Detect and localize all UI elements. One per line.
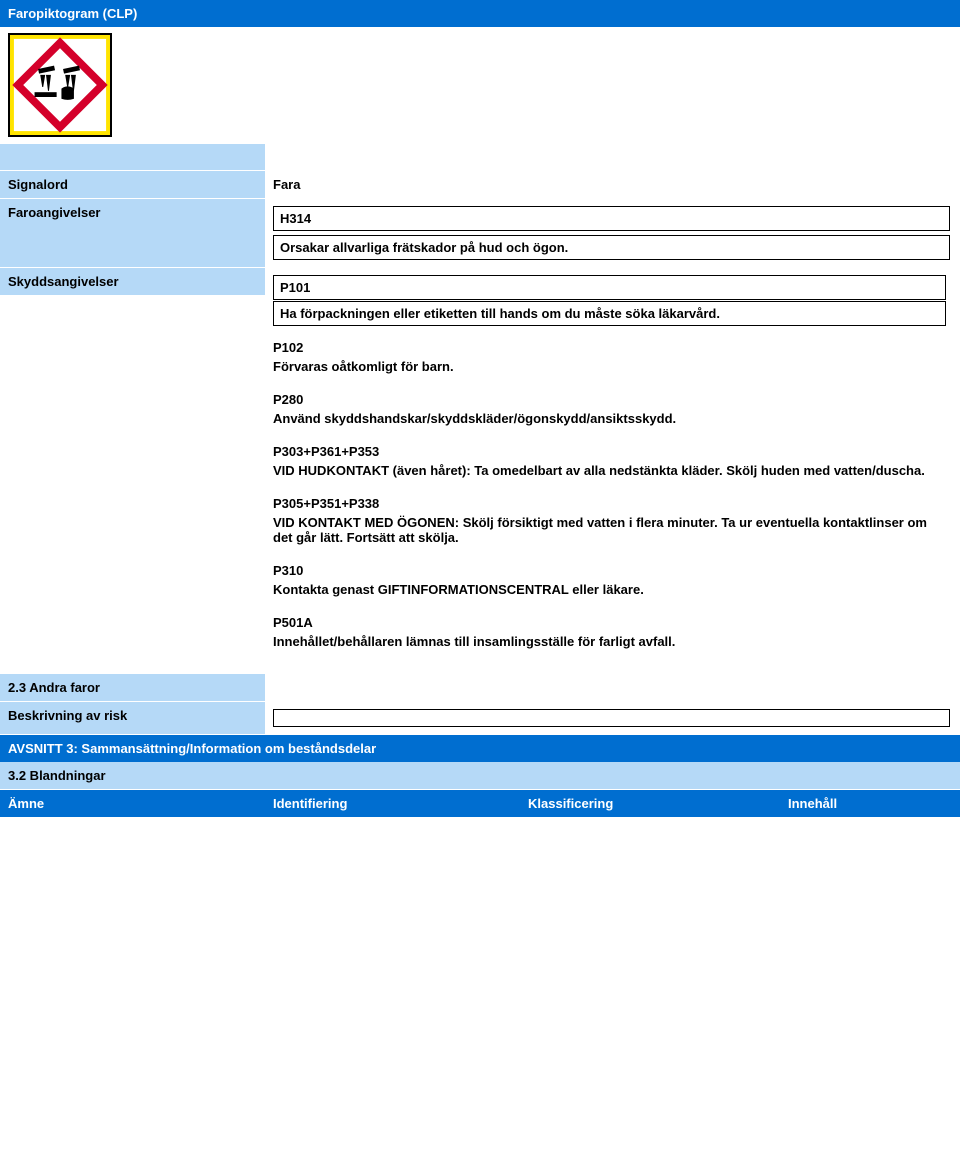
- blandningar-label: 3.2 Blandningar: [0, 762, 960, 789]
- skyddsangivelser-row: Skyddsangivelser P101Ha förpackningen el…: [0, 268, 960, 674]
- faroangivelser-value: H314 Orsakar allvarliga frätskador på hu…: [265, 199, 960, 267]
- p-statement-block: P303+P361+P353 VID HUDKONTAKT (även håret…: [273, 444, 948, 478]
- andra-faror-row: 2.3 Andra faror: [0, 674, 960, 702]
- p-code: P280: [273, 392, 948, 407]
- p-code: P305+P351+P338: [273, 496, 948, 511]
- h-code: H314: [273, 206, 950, 231]
- pictogram-row: [0, 27, 960, 144]
- p-statement-block: P501A Innehållet/behållaren lämnas till i…: [273, 615, 948, 649]
- beskrivning-row: Beskrivning av risk: [0, 702, 960, 735]
- th-innehall: Innehåll: [780, 790, 960, 817]
- p-statement-block: P102 Förvaras oåtkomligt för barn.: [273, 340, 948, 374]
- faroangivelser-row: Faroangivelser H314 Orsakar allvarliga f…: [0, 199, 960, 268]
- p-text: Innehållet/behållaren lämnas till insaml…: [273, 634, 948, 649]
- beskrivning-label: Beskrivning av risk: [0, 702, 265, 734]
- p-statement-block: P310 Kontakta genast GIFTINFORMATIONSCENT…: [273, 563, 948, 597]
- beskrivning-value: [265, 702, 960, 734]
- p-text: VID KONTAKT MED ÖGONEN: Skölj försiktigt…: [273, 515, 948, 545]
- composition-table-header: Ämne Identifiering Klassificering Innehå…: [0, 790, 960, 817]
- th-klassificering: Klassificering: [520, 790, 780, 817]
- p-text: VID HUDKONTAKT (även håret): Ta omedelba…: [273, 463, 948, 478]
- signalord-value: Fara: [265, 171, 960, 198]
- pictogram-cell: [0, 27, 265, 143]
- h-text: Orsakar allvarliga frätskador på hud och…: [273, 235, 950, 260]
- avsnitt3-header: AVSNITT 3: Sammansättning/Information om…: [0, 735, 960, 762]
- p-code-box: P101: [273, 275, 946, 300]
- p-code: P102: [273, 340, 948, 355]
- p-text: Använd skyddshandskar/skyddskläder/ögons…: [273, 411, 948, 426]
- spacer-row-1: [0, 144, 960, 171]
- p-code: P310: [273, 563, 948, 578]
- p-text: Kontakta genast GIFTINFORMATIONSCENTRAL …: [273, 582, 948, 597]
- faropiktogram-header: Faropiktogram (CLP): [0, 0, 960, 27]
- pictogram-value-spacer: [265, 27, 960, 143]
- andra-faror-value: [265, 674, 960, 701]
- signalord-row: Signalord Fara: [0, 171, 960, 199]
- p-code: P501A: [273, 615, 948, 630]
- pictogram-box: [8, 33, 112, 137]
- spacer-value: [265, 144, 960, 170]
- th-identifiering: Identifiering: [265, 790, 520, 817]
- skyddsangivelser-value: P101Ha förpackningen eller etiketten til…: [265, 268, 960, 673]
- beskrivning-box: [273, 709, 950, 727]
- skyddsangivelser-label: Skyddsangivelser: [0, 268, 265, 295]
- ghs-corrosion-icon: [12, 37, 108, 133]
- p-statement-block: P305+P351+P338 VID KONTAKT MED ÖGONEN: Sk…: [273, 496, 948, 545]
- th-amne: Ämne: [0, 790, 265, 817]
- spacer-label: [0, 144, 265, 170]
- p-statement-block: P280 Använd skyddshandskar/skyddskläder/ö…: [273, 392, 948, 426]
- p-text-box: Ha förpackningen eller etiketten till ha…: [273, 301, 946, 326]
- p-text: Förvaras oåtkomligt för barn.: [273, 359, 948, 374]
- faroangivelser-label: Faroangivelser: [0, 199, 265, 267]
- signalord-label: Signalord: [0, 171, 265, 198]
- blandningar-row: 3.2 Blandningar: [0, 762, 960, 790]
- andra-faror-label: 2.3 Andra faror: [0, 674, 265, 701]
- p-code: P303+P361+P353: [273, 444, 948, 459]
